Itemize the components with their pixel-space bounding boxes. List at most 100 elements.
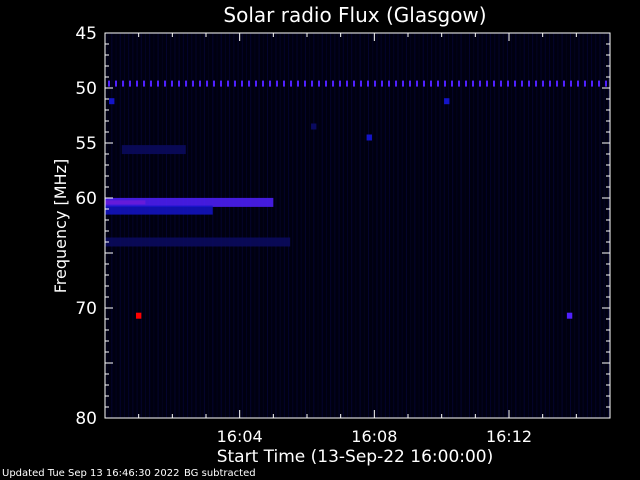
- noise-stripe: [346, 33, 348, 418]
- noise-stripe: [426, 33, 428, 418]
- persistent-band-dot: [234, 80, 236, 87]
- noise-stripe: [149, 33, 151, 418]
- noise-stripe: [464, 33, 466, 418]
- noise-stripe: [199, 33, 201, 418]
- noise-stripe: [107, 33, 109, 418]
- persistent-band-dot: [549, 80, 551, 87]
- persistent-band-dot: [360, 80, 362, 87]
- noise-stripe: [208, 33, 210, 418]
- persistent-band-dot: [521, 80, 523, 87]
- persistent-band-dot: [304, 80, 306, 87]
- noise-stripe: [431, 33, 433, 418]
- persistent-band-dot: [500, 80, 502, 87]
- persistent-band-dot: [262, 80, 264, 87]
- persistent-band-dot: [164, 80, 166, 87]
- spot: [311, 123, 317, 130]
- persistent-band-dot: [535, 80, 537, 87]
- noise-stripe: [591, 33, 593, 418]
- noise-stripe: [317, 33, 319, 418]
- noise-stripe: [519, 33, 521, 418]
- footer-bg-subtracted-text: BG subtracted: [184, 468, 256, 479]
- noise-stripe: [481, 33, 483, 418]
- noise-stripe: [300, 33, 302, 418]
- persistent-band-dot: [556, 80, 558, 87]
- x-tick-label: 16:08: [351, 427, 397, 446]
- persistent-band-dot: [122, 80, 124, 87]
- persistent-band-dot: [444, 80, 446, 87]
- persistent-band-dot: [276, 80, 278, 87]
- noise-stripe: [275, 33, 277, 418]
- noise-stripe: [502, 33, 504, 418]
- persistent-band-dot: [346, 80, 348, 87]
- persistent-band-dot: [493, 80, 495, 87]
- persistent-band-dot: [255, 80, 257, 87]
- persistent-band-dot: [220, 80, 222, 87]
- noise-stripe: [355, 33, 357, 418]
- noise-stripe: [182, 33, 184, 418]
- noise-stripe: [506, 33, 508, 418]
- persistent-band-dot: [451, 80, 453, 87]
- noise-stripe: [144, 33, 146, 418]
- persistent-band-dot: [367, 80, 369, 87]
- noise-stripe: [279, 33, 281, 418]
- x-axis-label: Start Time (13-Sep-22 16:00:00): [217, 447, 494, 467]
- noise-stripe: [469, 33, 471, 418]
- noise-stripe: [389, 33, 391, 418]
- persistent-band-dot: [108, 80, 110, 87]
- noise-stripe: [565, 33, 567, 418]
- noise-stripe: [553, 33, 555, 418]
- persistent-band-dot: [143, 80, 145, 87]
- spot: [109, 98, 115, 105]
- noise-stripe: [582, 33, 584, 418]
- persistent-band-dot: [325, 80, 327, 87]
- noise-stripe: [237, 33, 239, 418]
- faint-band-55: [121, 145, 186, 155]
- noise-stripe: [557, 33, 559, 418]
- spot: [444, 98, 450, 105]
- persistent-band-dot: [465, 80, 467, 87]
- noise-stripe: [136, 33, 138, 418]
- heatmap-background: [105, 33, 610, 418]
- noise-stripe: [191, 33, 193, 418]
- persistent-band-dot: [178, 80, 180, 87]
- noise-stripe: [498, 33, 500, 418]
- persistent-band-dot: [577, 80, 579, 87]
- noise-stripe: [561, 33, 563, 418]
- y-tick-label: 80: [75, 409, 97, 429]
- y-tick-label: 55: [75, 134, 97, 154]
- noise-stripe: [607, 33, 609, 418]
- noise-stripe: [460, 33, 462, 418]
- noise-stripe: [393, 33, 395, 418]
- persistent-band-dot: [297, 80, 299, 87]
- noise-stripe: [570, 33, 572, 418]
- noise-stripe: [511, 33, 513, 418]
- noise-stripe: [376, 33, 378, 418]
- noise-stripe: [304, 33, 306, 418]
- noise-stripe: [325, 33, 327, 418]
- persistent-band-dot: [472, 80, 474, 87]
- persistent-band-dot: [171, 80, 173, 87]
- persistent-band-dot: [388, 80, 390, 87]
- noise-stripe: [170, 33, 172, 418]
- noise-stripe: [267, 33, 269, 418]
- persistent-band-dot: [507, 80, 509, 87]
- persistent-band-dot: [374, 80, 376, 87]
- noise-stripe: [128, 33, 130, 418]
- noise-stripe: [435, 33, 437, 418]
- noise-stripe: [603, 33, 605, 418]
- noise-stripe: [490, 33, 492, 418]
- noise-stripe: [452, 33, 454, 418]
- noise-stripe: [220, 33, 222, 418]
- noise-stripe: [330, 33, 332, 418]
- noise-stripe: [313, 33, 315, 418]
- persistent-band-dot: [605, 80, 607, 87]
- noise-stripe: [157, 33, 159, 418]
- noise-stripe: [212, 33, 214, 418]
- noise-stripe: [153, 33, 155, 418]
- x-tick-label: 16:04: [217, 427, 263, 446]
- noise-stripe: [540, 33, 542, 418]
- persistent-band-dot: [206, 80, 208, 87]
- noise-stripe: [599, 33, 601, 418]
- noise-stripe: [578, 33, 580, 418]
- noise-stripe: [527, 33, 529, 418]
